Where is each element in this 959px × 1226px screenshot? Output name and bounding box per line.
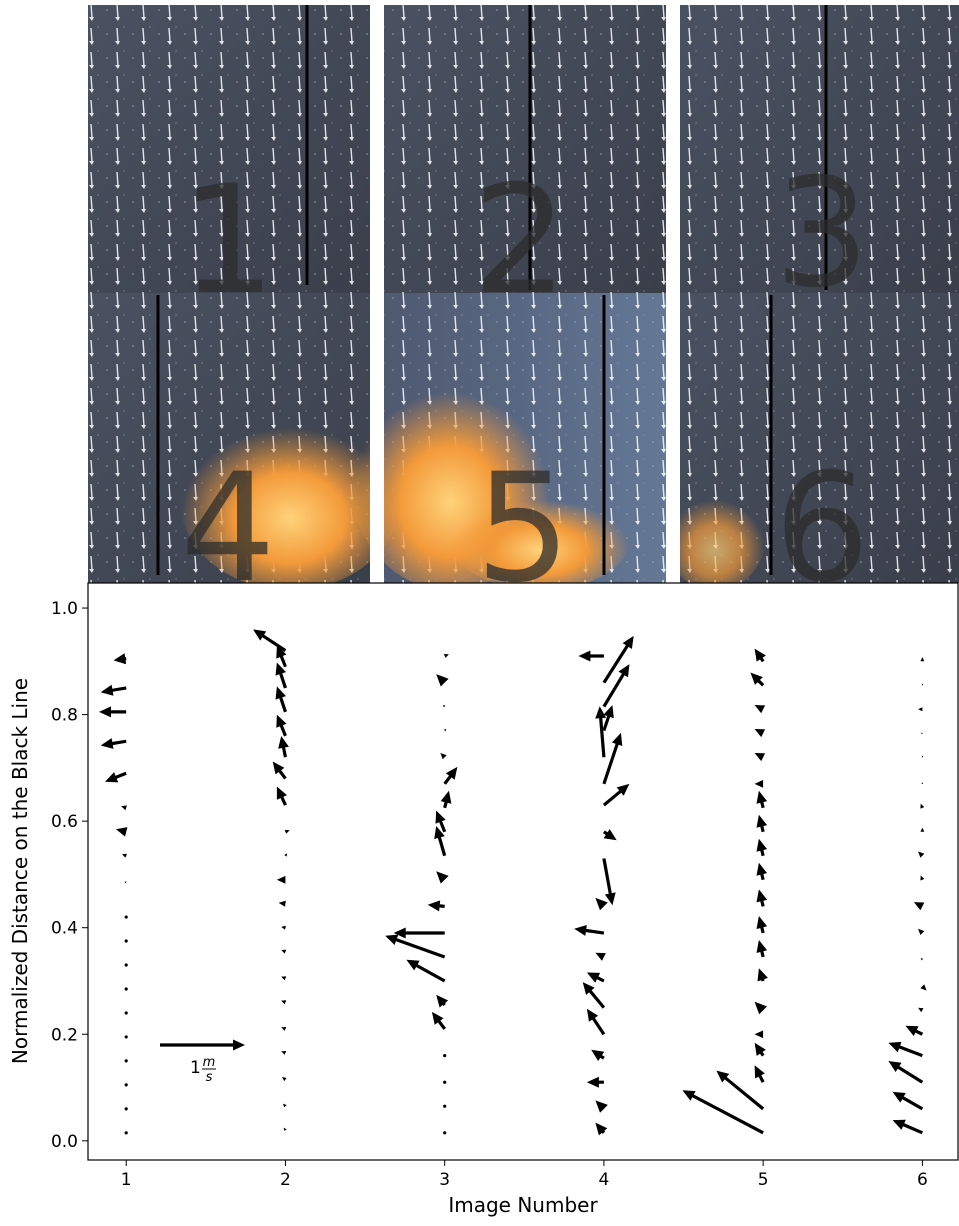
y-tick-label: 1.0 <box>51 599 78 619</box>
arrow <box>125 1011 128 1014</box>
y-tick-label: 0.4 <box>51 919 78 939</box>
y-axis-label: Normalized Distance on the Black Line <box>8 678 32 1064</box>
arrow <box>125 1059 128 1062</box>
key-unit-den: s <box>206 1070 213 1085</box>
arrow <box>125 963 128 966</box>
panel-gap <box>370 0 384 583</box>
key-number: 1 <box>190 1058 201 1078</box>
arrow <box>125 939 128 942</box>
photo-number: 2 <box>472 154 567 328</box>
x-tick-label: 4 <box>598 1170 609 1190</box>
arrow <box>125 915 128 918</box>
photo-panels: 1 2 3 4 5 6 <box>88 0 959 616</box>
x-tick-label: 1 <box>121 1170 132 1190</box>
y-tick-label: 0.6 <box>51 812 78 832</box>
photo-number: 3 <box>774 147 869 321</box>
x-tick-label: 3 <box>439 1170 450 1190</box>
x-axis-label: Image Number <box>448 1193 598 1217</box>
panel-gap <box>666 0 680 583</box>
x-tick-label: 6 <box>917 1170 928 1190</box>
arrow <box>125 1083 128 1086</box>
arrow <box>125 987 128 990</box>
figure: 1 2 3 4 5 6 Image Number Normalized Dist… <box>0 0 959 1226</box>
y-tick-label: 0.8 <box>51 706 78 726</box>
y-tick-label: 0.2 <box>51 1025 78 1045</box>
arrow <box>125 1131 128 1134</box>
page: 1 2 3 4 5 6 Image Number Normalized Dist… <box>0 0 959 1226</box>
arrow <box>443 1054 446 1057</box>
photo-number: 1 <box>180 154 275 328</box>
x-tick-label: 2 <box>280 1170 291 1190</box>
key-label: 1 <box>190 1058 201 1078</box>
arrow <box>125 1107 128 1110</box>
arrow <box>125 1035 128 1038</box>
plot-frame <box>88 583 958 1160</box>
x-tick-label: 5 <box>758 1170 769 1190</box>
arrow <box>443 1131 446 1134</box>
arrow <box>443 1081 446 1084</box>
y-tick-label: 0.0 <box>51 1132 78 1152</box>
arrow <box>443 1105 446 1108</box>
key-unit-num: m <box>203 1055 216 1070</box>
